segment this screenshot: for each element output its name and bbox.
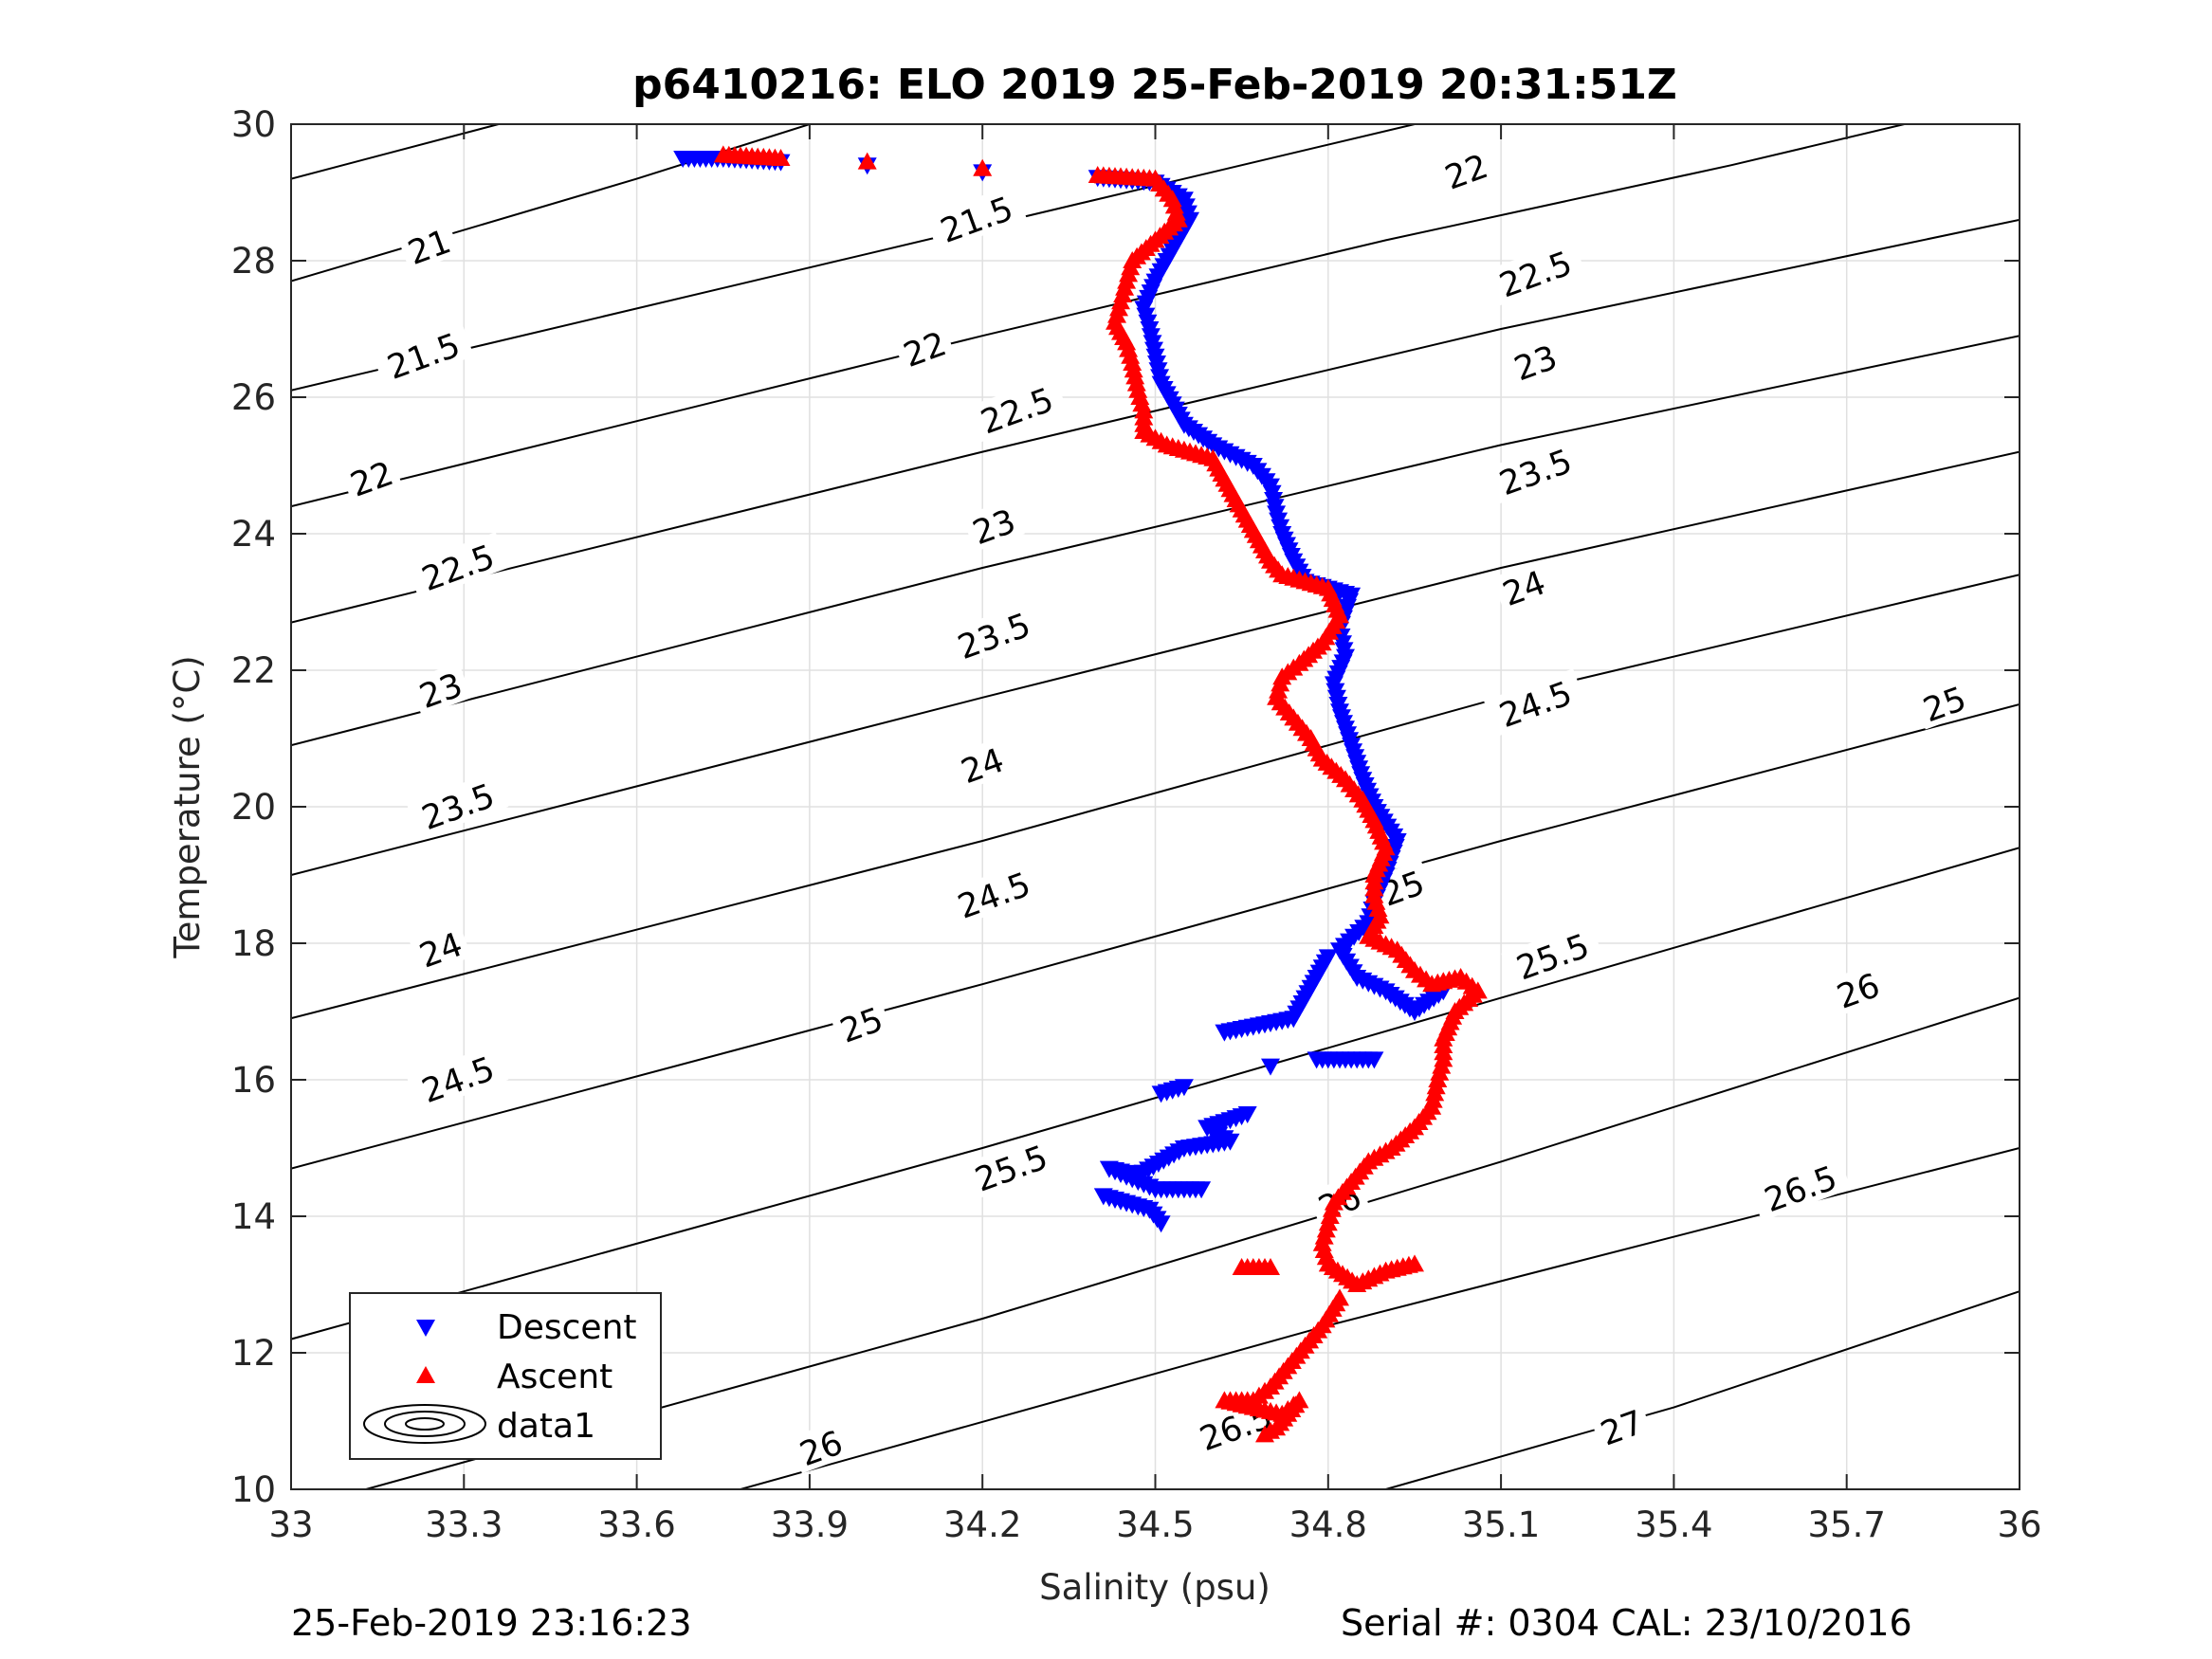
y-tick-label: 20 — [231, 787, 276, 828]
legend-box — [349, 1292, 662, 1460]
contour-line-27 — [1385, 1290, 2020, 1489]
contour-label-backing — [1491, 559, 1555, 614]
contour-label-backing — [1826, 962, 1890, 1016]
contour-line-24 — [291, 450, 2020, 876]
contour-label-backing — [961, 498, 1025, 553]
chart-title: p6410216: ELO 2019 25-Feb-2019 20:31:51Z — [632, 61, 1677, 109]
contour-line-26 — [365, 996, 2020, 1489]
x-tick-label: 35.4 — [1635, 1504, 1712, 1545]
contour-line-25 — [291, 703, 2020, 1170]
legend-data1-label: data1 — [497, 1407, 595, 1446]
contour-label-backing — [406, 1044, 509, 1113]
y-tick-label: 22 — [231, 650, 276, 691]
contour-label-backing — [1748, 1153, 1852, 1222]
ascent-point — [1123, 354, 1143, 371]
contour-label-group: 27 — [1589, 1398, 1654, 1454]
contour-label-backing — [372, 320, 474, 389]
x-tick-label: 33.3 — [425, 1504, 503, 1545]
y-axis: 10 12 14 16 18 20 22 24 26 28 30 — [231, 104, 2020, 1510]
ascent-point — [1255, 1425, 1274, 1443]
contour-label-backing — [339, 450, 403, 504]
ascent-point — [771, 149, 791, 166]
y-tick-label: 10 — [231, 1469, 276, 1510]
legend-descent-label: Descent — [497, 1308, 637, 1347]
contour-label-backing — [941, 600, 1045, 669]
contour-label-group: 21 — [396, 218, 461, 273]
contour-label-backing — [1503, 334, 1567, 389]
contour-label-backing — [409, 662, 472, 717]
legend-contour-icon — [363, 1404, 486, 1444]
ascent-series — [713, 145, 1488, 1443]
x-axis-label: Salinity (psu) — [1039, 1567, 1271, 1608]
contour-label-backing — [406, 532, 509, 601]
x-tick-label: 33.9 — [771, 1504, 849, 1545]
x-tick-label: 33.6 — [597, 1504, 675, 1545]
footer-serial-cal: Serial #: 0304 CAL: 23/10/2016 — [1341, 1602, 1912, 1644]
contour-label-backing — [965, 374, 1068, 444]
legend-ascent-marker — [416, 1366, 435, 1383]
ascent-point — [1426, 1077, 1446, 1095]
ascent-point — [1423, 1090, 1443, 1108]
contour-label-backing — [892, 320, 956, 375]
legend-ascent-label: Ascent — [497, 1358, 612, 1396]
y-tick-label: 24 — [231, 514, 276, 555]
contour-label-backing — [829, 996, 893, 1050]
ascent-point — [1232, 1258, 1252, 1275]
contour-label-backing — [406, 771, 509, 840]
x-tick-label: 34.5 — [1116, 1504, 1194, 1545]
contour-label-backing — [924, 184, 1028, 252]
x-tick-label: 35.1 — [1462, 1504, 1540, 1545]
y-tick-label: 12 — [231, 1333, 276, 1374]
legend-descent-marker — [416, 1320, 435, 1337]
x-tick-label: 33 — [268, 1504, 313, 1545]
descent-point — [1151, 1085, 1171, 1103]
contour-label-backing — [960, 1132, 1062, 1201]
contour-line-23 — [291, 218, 2020, 624]
y-tick-label: 30 — [231, 104, 276, 145]
contour-label-backing — [1501, 921, 1603, 990]
contour-label-backing — [950, 737, 1014, 792]
x-tick-label: 34.2 — [943, 1504, 1021, 1545]
contour-line-24.5 — [291, 574, 2020, 1020]
legend: Descent Ascent data1 — [349, 1292, 662, 1460]
contour-label-backing — [1589, 1398, 1654, 1453]
contour-label-group: 23 — [961, 498, 1025, 553]
ascent-point — [1405, 1254, 1424, 1272]
contour-label-backing — [1434, 143, 1498, 197]
x-tick-label: 35.7 — [1808, 1504, 1886, 1545]
contour-label-backing — [941, 859, 1045, 928]
contour-label-backing — [1912, 675, 1976, 730]
contour-label-backing — [1484, 238, 1586, 307]
contour-label-backing — [789, 1419, 852, 1474]
footer-timestamp: 25-Feb-2019 23:16:23 — [291, 1602, 692, 1644]
y-axis-label: Temperature (°C) — [167, 655, 208, 958]
ascent-point — [857, 152, 877, 170]
descent-point — [1261, 1058, 1280, 1076]
y-tick-label: 28 — [231, 241, 276, 282]
contour-label-backing — [396, 218, 461, 273]
descent-point — [1215, 1024, 1234, 1042]
y-tick-label: 18 — [231, 923, 276, 964]
contour-line-22.5 — [291, 124, 1905, 508]
x-axis: 33 33.3 33.6 33.9 34.2 34.5 34.8 35.1 35.4 35.7 36 — [268, 124, 2042, 1545]
x-tick-label: 34.8 — [1289, 1504, 1367, 1545]
contour-label-backing — [409, 921, 472, 975]
y-tick-label: 14 — [231, 1196, 276, 1237]
ascent-point — [973, 158, 993, 176]
contour-label-backing — [1484, 436, 1586, 505]
contour-label-group: 26 — [789, 1419, 852, 1474]
descent-point — [1364, 1051, 1384, 1069]
descent-point — [1192, 1181, 1212, 1199]
y-tick-label: 16 — [231, 1060, 276, 1101]
contour-label-backing — [1484, 668, 1586, 738]
descent-point — [1151, 1215, 1171, 1233]
contour-line-25.5 — [291, 847, 2020, 1340]
x-tick-label: 36 — [1997, 1504, 2041, 1545]
contour-label-group: 26 — [1826, 962, 1890, 1017]
contour-label-group: 25 — [1912, 675, 1976, 730]
y-tick-label: 26 — [231, 377, 276, 418]
contour-label-group: 24 — [409, 921, 472, 976]
